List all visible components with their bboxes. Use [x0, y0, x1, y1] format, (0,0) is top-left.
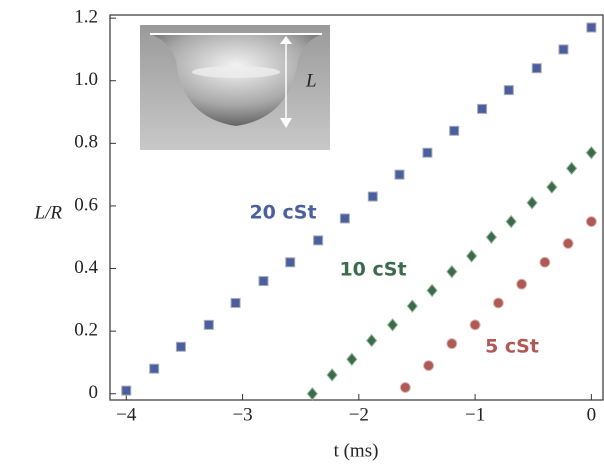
y-tick-label: 0.4: [74, 257, 98, 278]
marker: [368, 192, 377, 201]
marker: [150, 364, 159, 373]
marker: [347, 353, 357, 365]
x-tick-label: −4: [116, 404, 137, 425]
marker: [424, 361, 434, 371]
y-tick-label: 1.0: [74, 69, 98, 90]
marker: [427, 284, 437, 296]
x-axis-label: t (ms): [334, 440, 379, 461]
marker: [586, 217, 596, 227]
marker: [447, 339, 457, 349]
y-tick-label: 0: [89, 382, 99, 403]
marker: [450, 126, 459, 135]
inset-image: L: [140, 25, 330, 150]
marker: [307, 388, 317, 400]
series-label: 10 cSt: [339, 259, 406, 281]
y-axis-label: L/R: [34, 202, 63, 223]
marker: [327, 369, 337, 381]
series-label: 5 cSt: [485, 336, 539, 358]
marker: [586, 147, 596, 159]
marker: [486, 231, 496, 243]
series-label: 20 cSt: [249, 202, 316, 224]
x-tick-label: 0: [587, 404, 597, 425]
marker: [423, 148, 432, 157]
marker: [506, 216, 516, 228]
marker: [407, 300, 417, 312]
marker: [231, 298, 240, 307]
y-tick-label: 0.2: [74, 319, 98, 340]
marker: [470, 320, 480, 330]
marker: [395, 170, 404, 179]
x-tick-label: −3: [232, 404, 252, 425]
marker: [314, 236, 323, 245]
marker: [286, 258, 295, 267]
x-tick-label: −2: [349, 404, 369, 425]
marker: [259, 277, 268, 286]
marker: [563, 238, 573, 248]
y-tick-label: 0.6: [74, 194, 98, 215]
marker: [388, 319, 398, 331]
marker: [478, 104, 487, 113]
x-tick-label: −1: [465, 404, 485, 425]
marker: [367, 335, 377, 347]
marker: [567, 162, 577, 174]
marker: [504, 86, 513, 95]
marker: [122, 386, 131, 395]
inset-label: L: [305, 70, 317, 91]
chart: L L/R t (ms) −4 −3 −2 −1 0 0 0.2 0.4 0.6 0.8 1.0 1.…: [0, 0, 604, 469]
marker: [540, 257, 550, 267]
marker: [547, 181, 557, 193]
marker: [204, 320, 213, 329]
marker: [559, 45, 568, 54]
marker: [447, 266, 457, 278]
marker: [532, 64, 541, 73]
marker: [587, 23, 596, 32]
marker: [176, 342, 185, 351]
marker: [527, 197, 537, 209]
marker: [467, 250, 477, 262]
marker: [340, 214, 349, 223]
y-tick-label: 1.2: [74, 6, 98, 27]
marker: [493, 298, 503, 308]
marker: [517, 279, 527, 289]
marker: [400, 382, 410, 392]
y-tick-label: 0.8: [74, 132, 98, 153]
